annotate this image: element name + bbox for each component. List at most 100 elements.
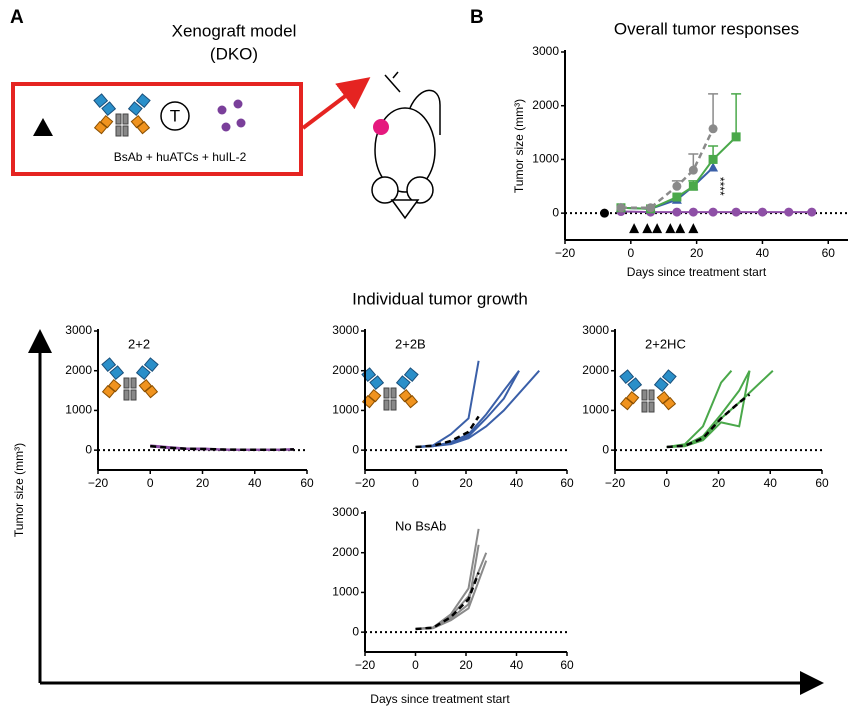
t-cell-label: T — [170, 106, 180, 125]
x-tick-label: 0 — [627, 246, 634, 260]
x-tick-label: 20 — [690, 246, 704, 260]
y-axis-label: Tumor size (mm³) — [512, 99, 526, 193]
series-line — [666, 393, 751, 449]
series-line — [620, 128, 715, 210]
antibody-icon — [619, 369, 677, 413]
t-cell-icon — [160, 101, 190, 131]
x-tick-label: 60 — [815, 476, 829, 490]
x-tick-label: −20 — [355, 658, 376, 672]
y-tick-label: 0 — [552, 205, 559, 219]
il2-icon — [217, 99, 246, 132]
marker — [599, 208, 609, 218]
series-line — [415, 370, 540, 448]
series-line — [415, 528, 480, 630]
y-tick-label: 3000 — [582, 323, 609, 337]
treatment-marker — [688, 223, 699, 234]
panel-letter: B — [470, 7, 484, 28]
x-tick-label: 0 — [412, 476, 419, 490]
series — [415, 415, 480, 449]
x-tick-label: 40 — [764, 476, 778, 490]
x-tick-label: 0 — [663, 476, 670, 490]
marker — [708, 207, 718, 217]
marker — [672, 207, 682, 217]
marker — [672, 192, 682, 202]
y-tick-label: 2000 — [332, 363, 359, 377]
x-tick-label: −20 — [555, 246, 576, 260]
x-axis-label: Days since treatment start — [627, 265, 767, 279]
panel-label: No BsAb — [395, 518, 446, 533]
series-line — [666, 370, 751, 448]
panel-letter: A — [10, 7, 24, 28]
diagram-subtitle: (DKO) — [210, 44, 258, 63]
treatment-marker — [665, 223, 676, 234]
marker — [708, 154, 718, 164]
marker — [688, 207, 698, 217]
series — [616, 93, 719, 213]
y-tick-label: 2000 — [582, 363, 609, 377]
y-tick-label: 2000 — [532, 98, 559, 112]
x-tick-label: 40 — [756, 246, 770, 260]
x-tick-label: 0 — [147, 476, 154, 490]
x-tick-label: 0 — [412, 658, 419, 672]
series — [415, 572, 480, 631]
chart-title: Overall tumor responses — [614, 19, 799, 38]
treatment-label: BsAb + huATCs + huIL-2 — [114, 150, 247, 164]
treatment-box — [11, 82, 303, 176]
marker — [731, 207, 741, 217]
series-line — [415, 415, 480, 449]
series — [666, 370, 733, 448]
y-axis-label: Tumor size (mm³) — [12, 443, 26, 537]
marker — [616, 203, 626, 213]
y-tick-label: 2000 — [65, 363, 92, 377]
y-tick-label: 1000 — [532, 152, 559, 166]
marker — [708, 162, 719, 172]
annotation: **** — [713, 177, 727, 196]
treatment-marker — [675, 223, 686, 234]
series — [415, 370, 540, 448]
y-tick-label: 3000 — [65, 323, 92, 337]
diagram-title: Xenograft model — [172, 21, 297, 40]
y-tick-label: 1000 — [332, 403, 359, 417]
marker — [708, 124, 718, 134]
arrow — [301, 77, 371, 130]
antibody-icon — [101, 357, 159, 401]
tumor-icon — [373, 119, 389, 135]
treatment-marker — [642, 223, 653, 234]
x-tick-label: 60 — [822, 246, 836, 260]
error-bar — [731, 93, 742, 137]
panel-label: 2+2HC — [645, 336, 686, 351]
series — [666, 369, 774, 448]
x-axis-label: Days since treatment start — [370, 692, 510, 706]
x-tick-label: 20 — [459, 476, 473, 490]
series-line — [666, 369, 774, 448]
panel-label: 2+2B — [395, 336, 426, 351]
series — [666, 393, 751, 449]
marker — [672, 181, 682, 191]
marker — [688, 181, 698, 191]
x-tick-label: 60 — [560, 476, 574, 490]
y-tick-label: 2000 — [332, 545, 359, 559]
x-tick-label: −20 — [355, 476, 376, 490]
x-tick-label: −20 — [605, 476, 626, 490]
x-tick-label: 40 — [248, 476, 262, 490]
series — [150, 444, 294, 451]
marker — [807, 207, 817, 217]
y-tick-label: 1000 — [582, 403, 609, 417]
antibody-icon — [93, 93, 151, 137]
mouse-icon — [371, 71, 441, 220]
x-tick-label: 40 — [510, 658, 524, 672]
x-tick-label: 40 — [510, 476, 524, 490]
x-tick-label: 60 — [300, 476, 314, 490]
y-tick-label: 3000 — [332, 323, 359, 337]
series — [599, 208, 609, 218]
x-tick-label: 20 — [196, 476, 210, 490]
triangle-icon — [33, 118, 53, 136]
y-tick-label: 3000 — [332, 505, 359, 519]
marker — [757, 207, 767, 217]
y-tick-label: 0 — [352, 624, 359, 638]
y-tick-label: 1000 — [65, 403, 92, 417]
series-line — [150, 444, 294, 451]
y-tick-label: 0 — [352, 442, 359, 456]
x-tick-label: −20 — [88, 476, 109, 490]
